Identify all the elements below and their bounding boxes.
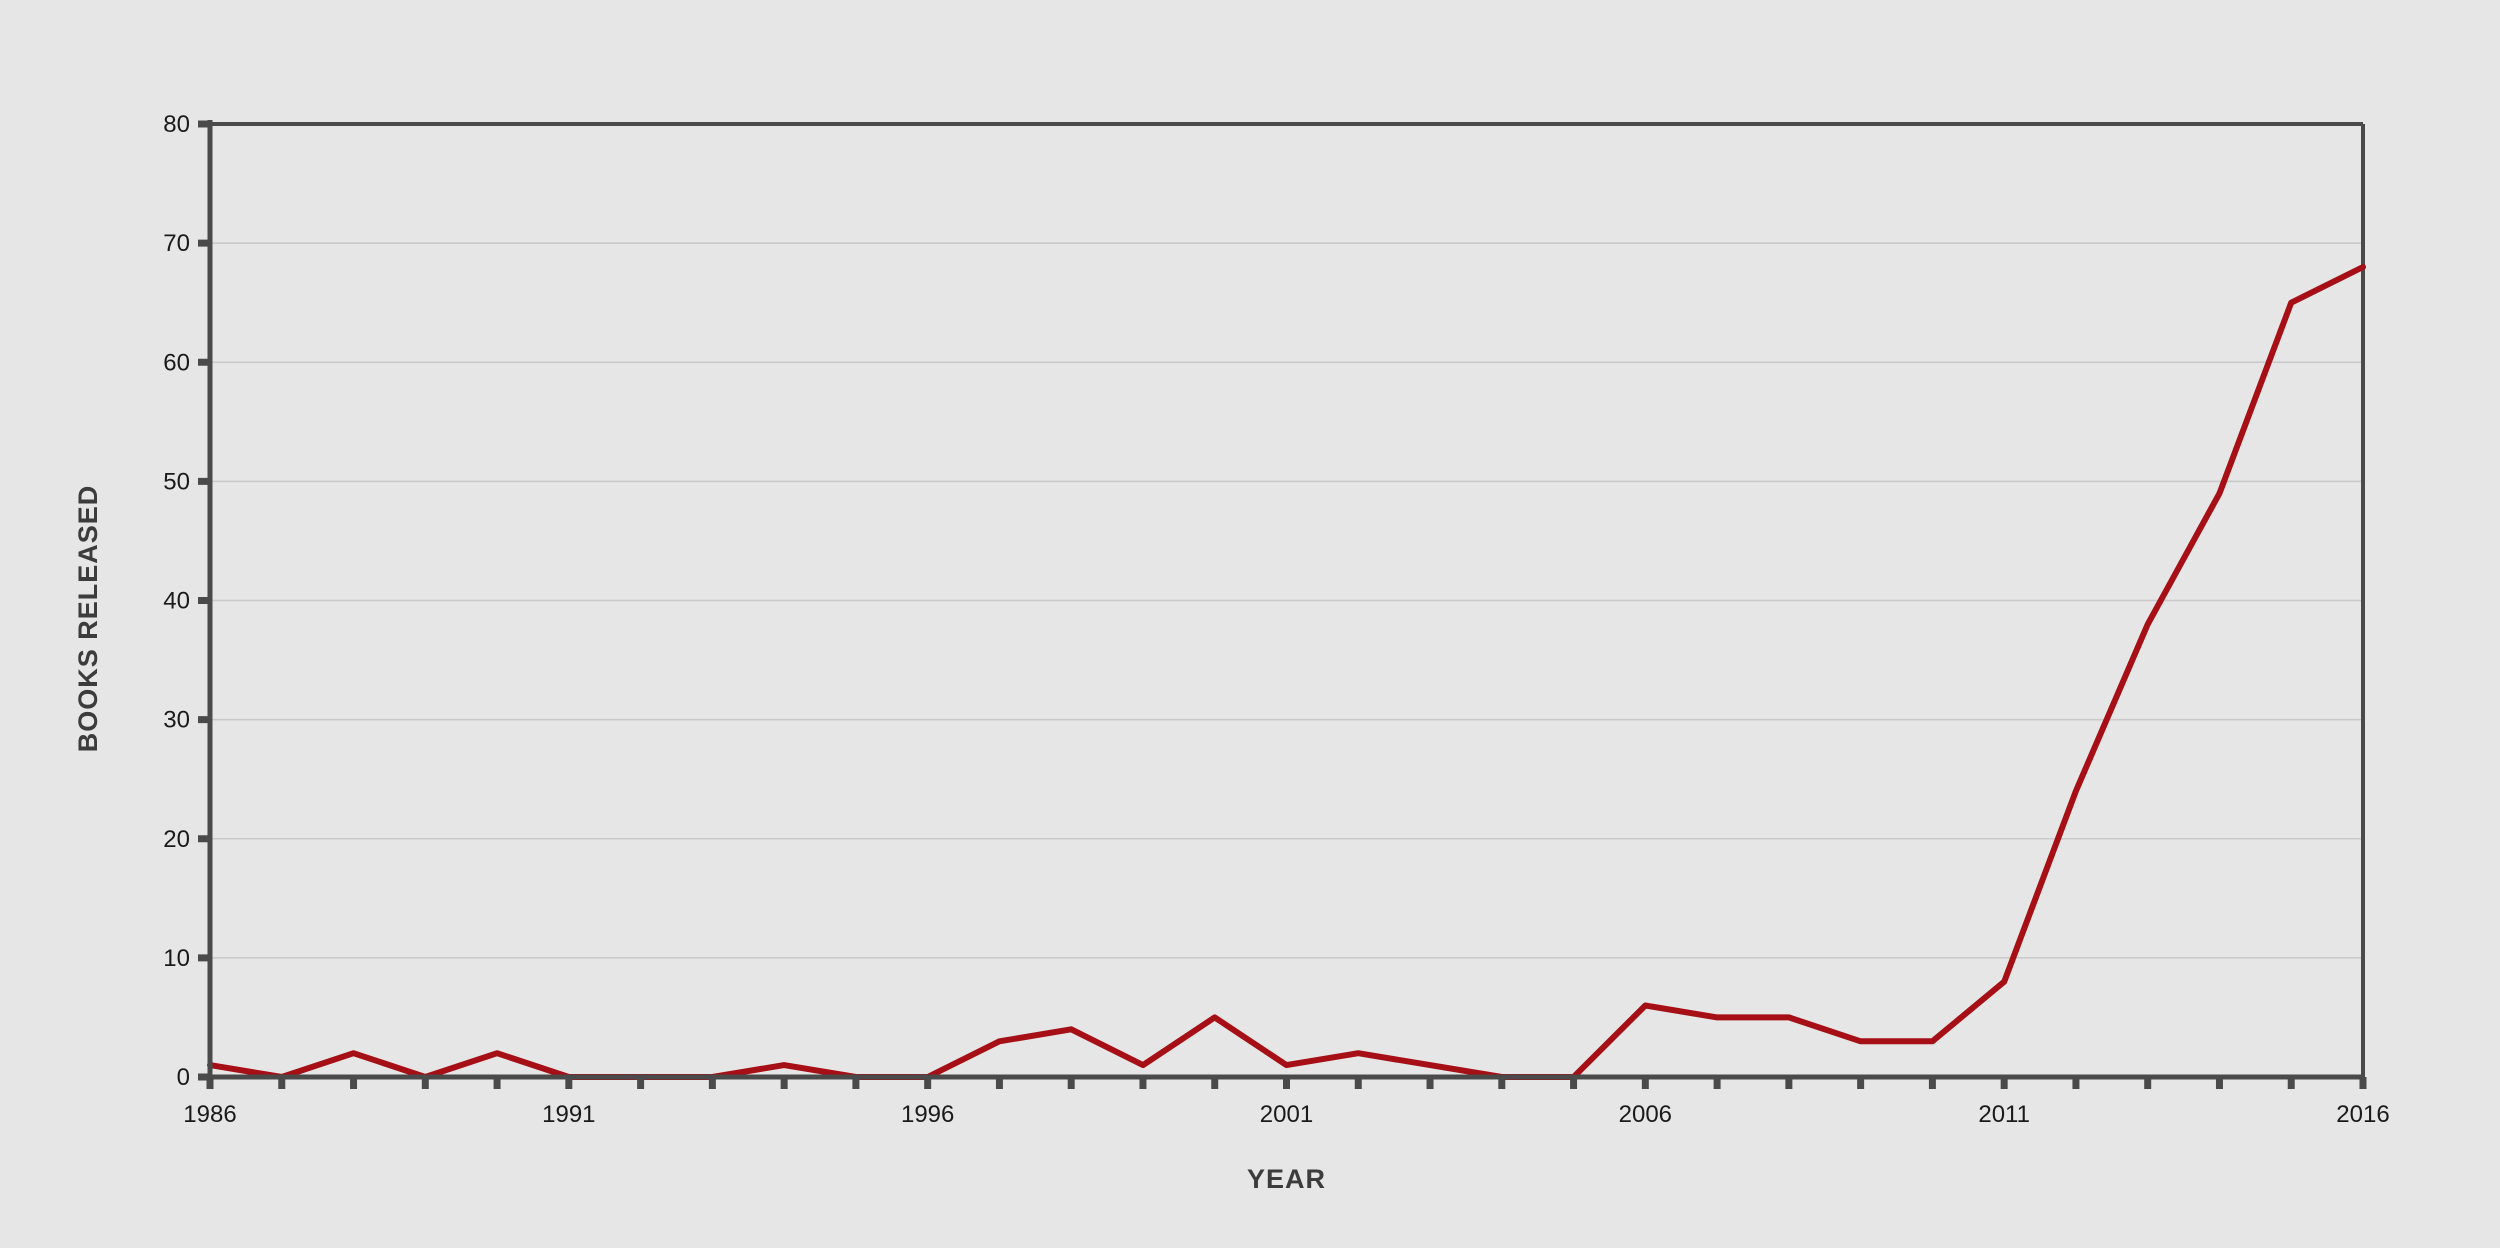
data-point bbox=[1068, 1026, 1074, 1032]
data-point bbox=[2001, 979, 2007, 985]
data-point bbox=[351, 1050, 357, 1056]
y-tick-label: 20 bbox=[163, 826, 190, 853]
data-point bbox=[1858, 1038, 1864, 1044]
x-tick-label: 2006 bbox=[1619, 1101, 1672, 1128]
y-tick-label: 30 bbox=[163, 707, 190, 734]
tick-marks bbox=[198, 120, 2367, 1089]
data-point bbox=[494, 1050, 500, 1056]
y-tick-label: 70 bbox=[163, 230, 190, 257]
x-tick-label: 2001 bbox=[1260, 1101, 1313, 1128]
gridlines bbox=[210, 242, 2363, 959]
data-point bbox=[2145, 621, 2151, 627]
x-tick-label: 1996 bbox=[901, 1101, 954, 1128]
y-tick-label: 40 bbox=[163, 588, 190, 615]
data-point bbox=[2073, 788, 2079, 794]
data-point bbox=[1714, 1014, 1720, 1020]
data-point bbox=[2288, 300, 2294, 306]
y-tick-label: 80 bbox=[163, 111, 190, 138]
y-tick-label: 60 bbox=[163, 349, 190, 376]
data-point bbox=[1929, 1038, 1935, 1044]
data-point bbox=[2360, 264, 2366, 270]
x-tick-label: 2016 bbox=[2336, 1101, 2389, 1128]
data-point bbox=[781, 1062, 787, 1068]
data-point bbox=[1355, 1050, 1361, 1056]
x-tick-label: 2011 bbox=[1978, 1101, 2030, 1128]
data-point bbox=[1786, 1014, 1792, 1020]
data-point bbox=[1284, 1062, 1289, 1068]
series-line-0 bbox=[207, 264, 2366, 1080]
data-point bbox=[1427, 1062, 1433, 1068]
x-tick-label: 1986 bbox=[183, 1101, 236, 1128]
data-point bbox=[996, 1038, 1002, 1044]
tick-labels: 0 10 20 30 40 50 60 70 80 1986 1991 1996 2001 2006 201… bbox=[163, 111, 2389, 1128]
data-point bbox=[1140, 1062, 1146, 1068]
x-tick-label: 1991 bbox=[542, 1101, 595, 1128]
y-tick-label: 0 bbox=[177, 1064, 190, 1091]
data-point bbox=[1212, 1014, 1218, 1020]
data-point bbox=[2216, 490, 2222, 496]
plot-frame bbox=[210, 122, 2365, 1077]
y-tick-label: 50 bbox=[163, 468, 190, 495]
y-tick-label: 10 bbox=[163, 945, 190, 972]
data-point bbox=[1642, 1003, 1648, 1009]
y-axis-title: BOOKS RELEASED bbox=[73, 485, 103, 753]
x-axis-title: YEAR bbox=[1247, 1164, 1326, 1194]
